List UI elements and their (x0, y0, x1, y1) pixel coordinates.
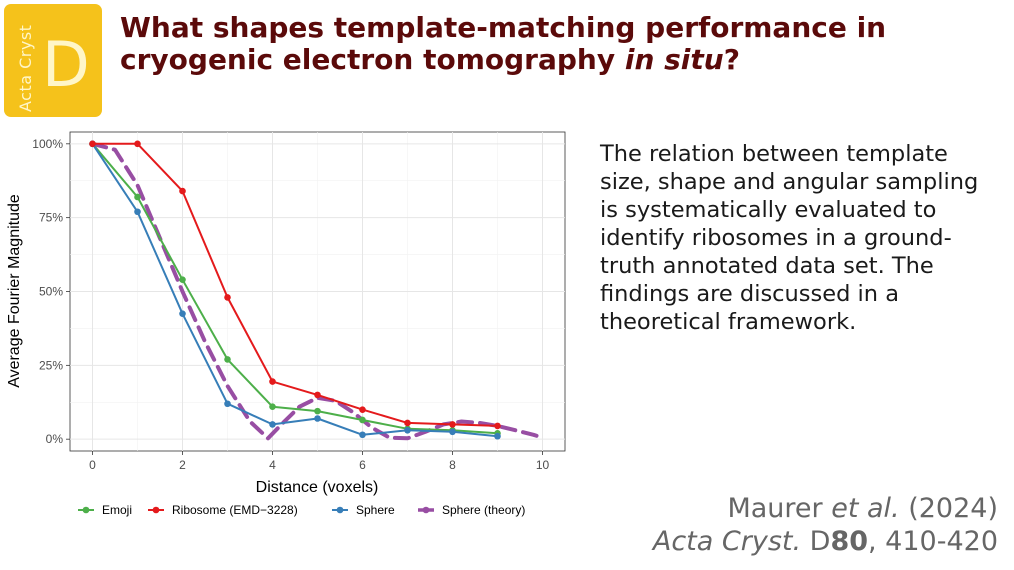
journal-logo: Acta Cryst D (4, 4, 102, 117)
y-tick-label: 75% (39, 211, 63, 225)
title-line-2-text: cryogenic electron tomography (120, 43, 625, 76)
y-tick-label: 100% (32, 137, 63, 151)
data-point-emoji (269, 403, 276, 410)
data-point-emoji (134, 193, 141, 201)
data-point-sphere (134, 208, 141, 216)
data-point-sphere (314, 415, 321, 422)
y-tick-label: 50% (39, 285, 63, 299)
series-line-sphere-theory (90, 141, 545, 441)
x-tick-label: 6 (359, 458, 366, 472)
series-layer (89, 140, 545, 441)
data-point-ribosome-emd-3228 (269, 378, 276, 385)
legend-swatch-point (336, 506, 344, 514)
title-italic: in situ (624, 43, 724, 76)
series-line-sphere (91, 143, 498, 438)
data-point-emoji (314, 407, 321, 415)
legend-label: Sphere (356, 503, 395, 517)
data-point-sphere (449, 428, 456, 436)
citation-volume: 80 (830, 526, 869, 557)
grid-lines (70, 132, 565, 451)
data-point-sphere (494, 432, 501, 440)
data-point-emoji (179, 276, 186, 283)
data-point-ribosome-emd-3228 (449, 421, 456, 428)
data-point-ribosome-emd-3228 (314, 391, 321, 399)
data-point-ribosome-emd-3228 (404, 419, 411, 427)
y-tick-label: 0% (46, 432, 64, 446)
legend-label: Ribosome (EMD−3228) (172, 503, 298, 517)
data-point-sphere (269, 421, 276, 428)
chart-legend: Emoji Ribosome (EMD−3228) Sphere Sphere (th… (78, 503, 525, 517)
logo-letter: D (42, 28, 90, 101)
data-point-ribosome-emd-3228 (134, 140, 141, 148)
data-point-sphere (404, 427, 411, 434)
summary-text: The relation between template size, shap… (600, 141, 979, 335)
y-axis-label: Average Fourier Magnitude (6, 194, 23, 388)
citation-section: D (801, 526, 831, 557)
x-tick-label: 0 (89, 458, 96, 472)
citation: Maurer et al. (2024) Acta Cryst. D80, 41… (653, 492, 998, 558)
data-point-sphere (224, 400, 231, 408)
citation-line-2: Acta Cryst. D80, 410-420 (653, 525, 998, 558)
data-point-emoji (224, 356, 231, 363)
y-ticks: 0% 25% 50% 75% 100% (32, 137, 70, 446)
citation-year: (2024) (899, 493, 998, 524)
legend-swatch-point (82, 506, 90, 514)
citation-line-1: Maurer et al. (2024) (653, 492, 998, 525)
legend-swatch-point (152, 506, 160, 514)
title-line-2: cryogenic electron tomography in situ? (120, 44, 1000, 76)
citation-etal: et al. (831, 493, 900, 524)
title-line-1: What shapes template-matching performanc… (120, 11, 887, 44)
data-point-sphere (179, 310, 186, 317)
logo-vertical-text: Acta Cryst (16, 24, 35, 112)
series-line-emoji (91, 143, 498, 435)
data-point-ribosome-emd-3228 (179, 187, 186, 195)
x-tick-label: 2 (179, 458, 186, 472)
data-point-ribosome-emd-3228 (359, 406, 366, 413)
data-point-ribosome-emd-3228 (89, 140, 96, 148)
fourier-magnitude-chart: 0 2 4 6 8 10 0% 25% 50% 75% 100% Distance (voxels… (6, 131, 566, 517)
legend-swatch-point (422, 506, 430, 514)
legend-label: Sphere (theory) (442, 503, 525, 517)
series-line-ribosome-emd-3228 (92, 142, 498, 427)
citation-pages: , 410-420 (868, 526, 998, 557)
citation-author: Maurer (727, 493, 832, 524)
y-tick-label: 25% (39, 358, 63, 372)
page-title: What shapes template-matching performanc… (120, 12, 1000, 76)
data-point-emoji (359, 416, 366, 424)
data-point-ribosome-emd-3228 (224, 294, 231, 301)
x-tick-label: 8 (449, 458, 456, 472)
x-ticks: 0 2 4 6 8 10 (89, 451, 549, 472)
data-point-sphere (359, 431, 366, 439)
citation-journal: Acta Cryst. (652, 526, 802, 557)
title-end: ? (723, 43, 740, 76)
x-axis-label: Distance (voxels) (256, 479, 379, 496)
x-tick-label: 4 (269, 458, 276, 472)
x-tick-label: 10 (536, 458, 550, 472)
legend-label: Emoji (102, 503, 132, 517)
data-point-ribosome-emd-3228 (494, 422, 501, 430)
